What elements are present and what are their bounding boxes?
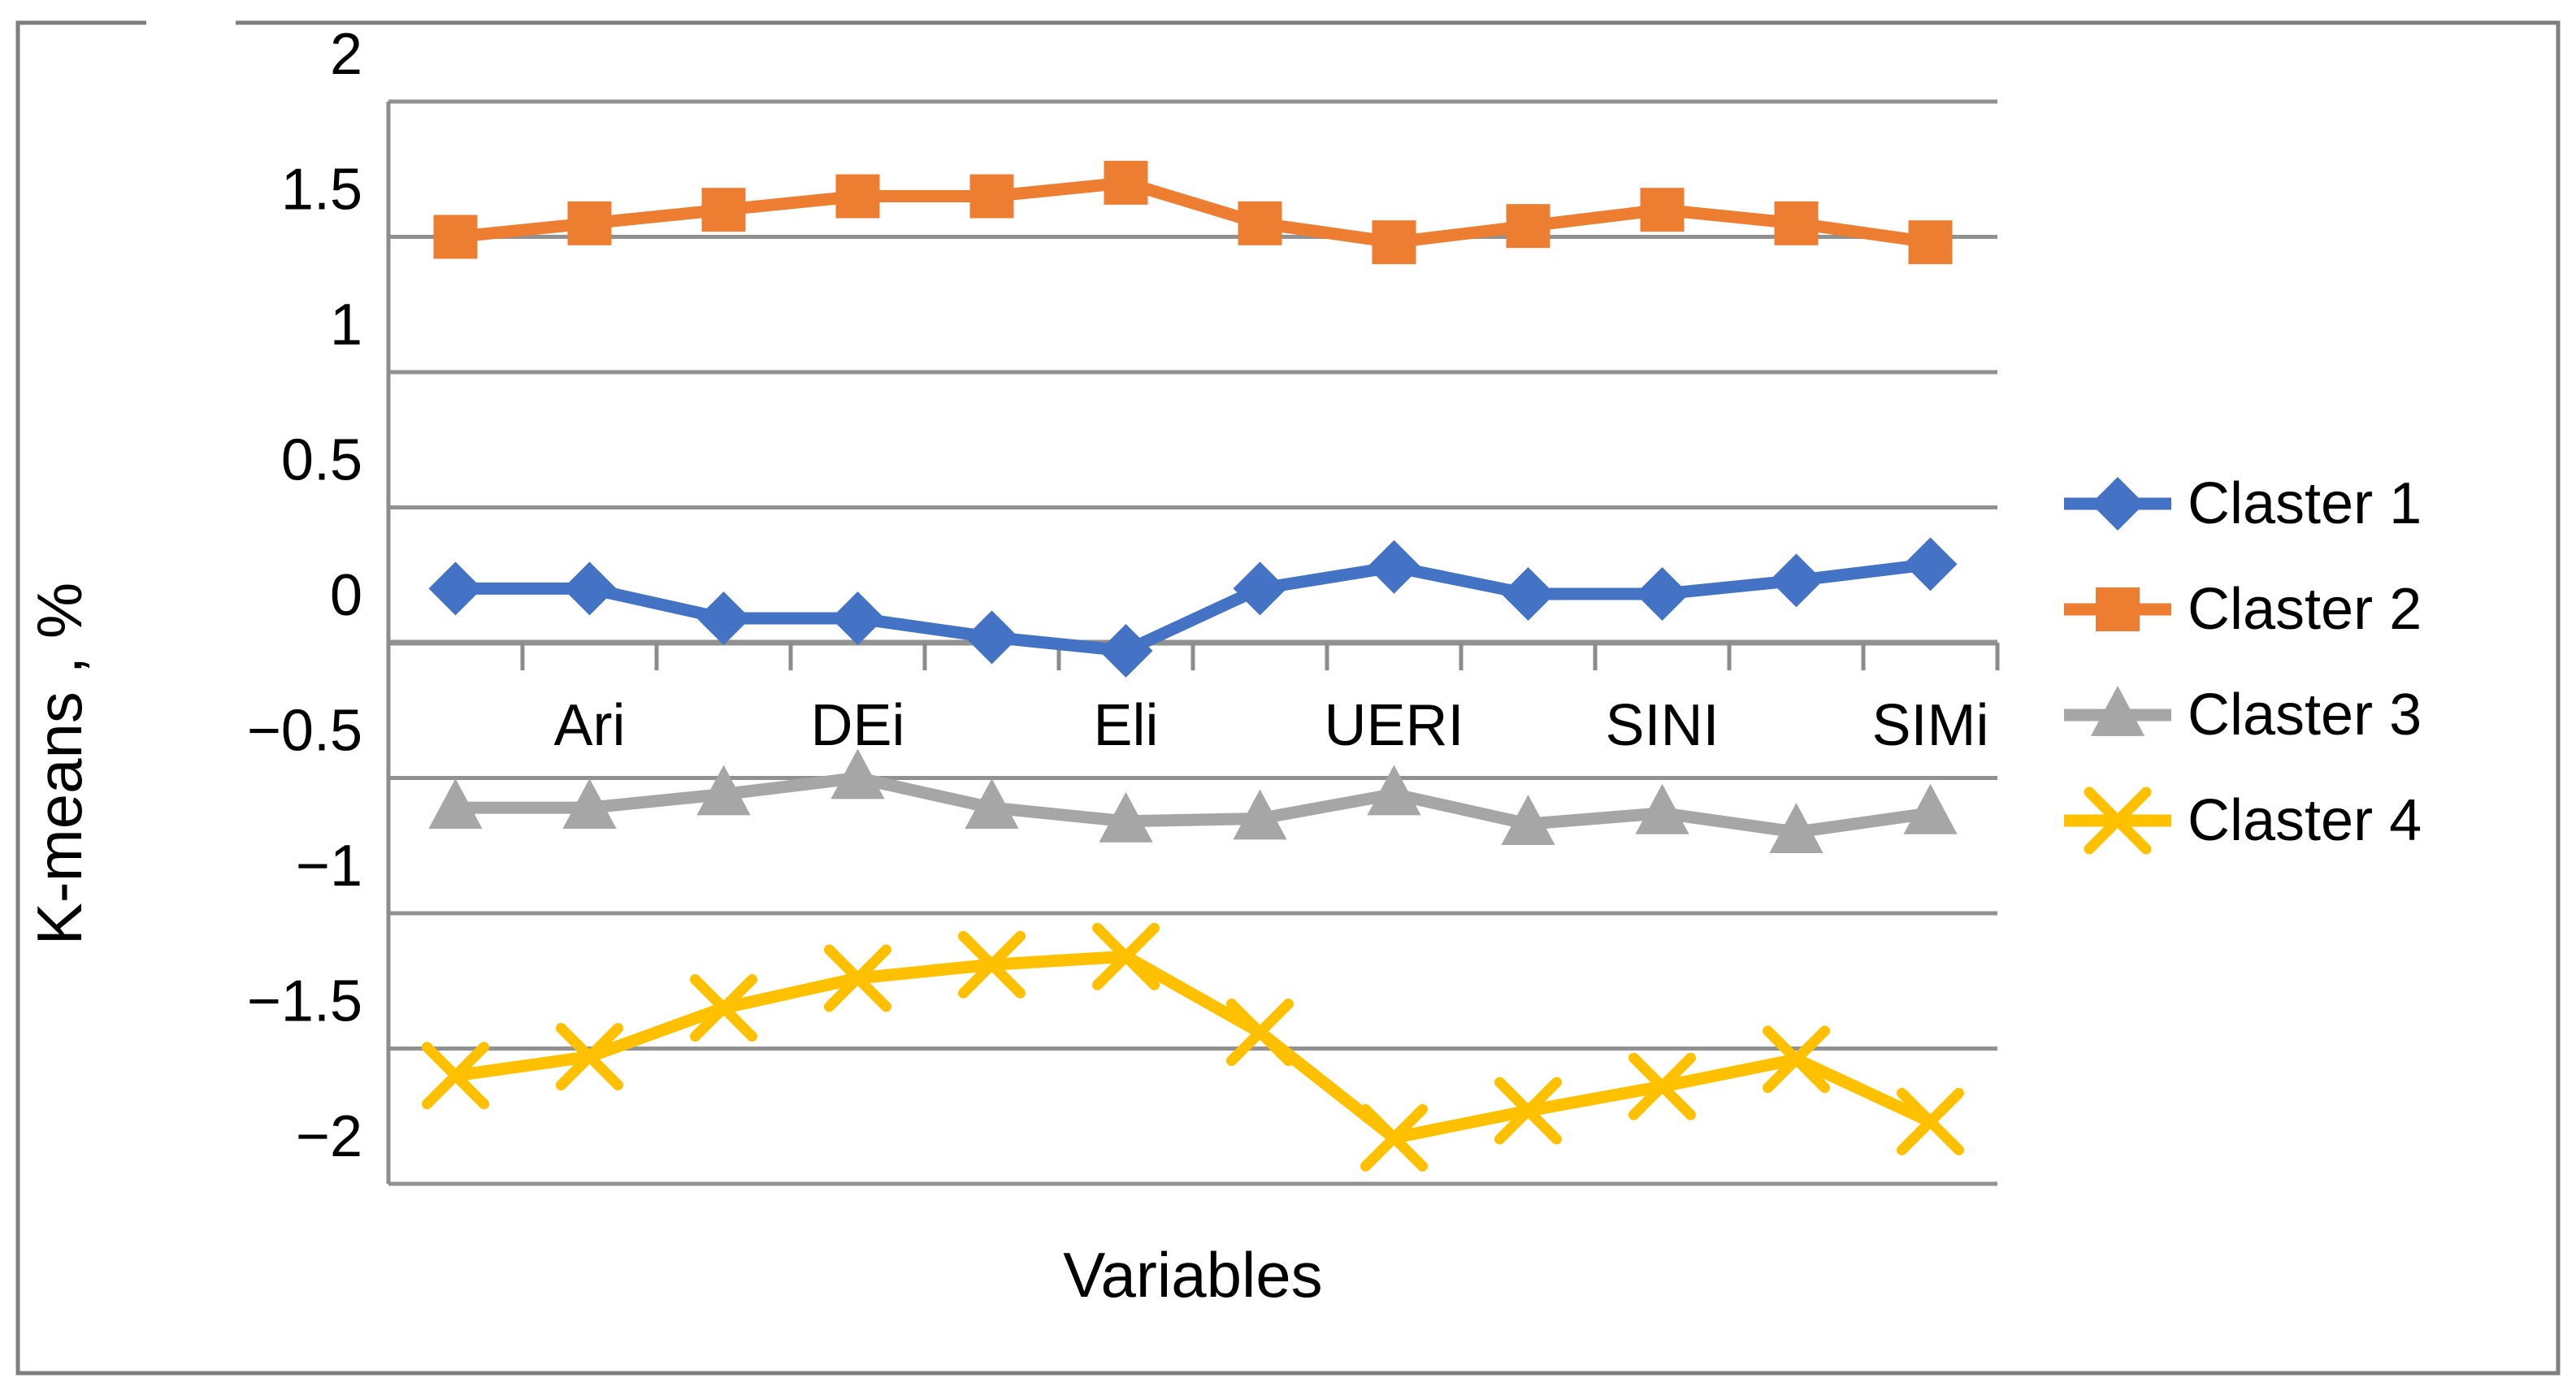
square-marker (969, 174, 1014, 219)
legend-label: Claster 1 (2188, 471, 2422, 536)
legend-item: Claster 1 (2064, 471, 2422, 536)
y-tick-label: −0.5 (247, 699, 362, 764)
square-marker (1908, 220, 1953, 265)
y-tick-label: 0.5 (281, 428, 362, 493)
x-category-label: Eli (1093, 693, 1158, 758)
diamond-marker (1099, 623, 1153, 678)
square-marker (1506, 204, 1550, 249)
x-marker (958, 930, 1026, 999)
square-marker (835, 174, 880, 219)
x-marker (1628, 1052, 1696, 1120)
x-category-label: SIMi (1872, 693, 1989, 758)
x-marker (1897, 1087, 1964, 1155)
triangle-marker (965, 778, 1019, 830)
triangle-marker (1099, 791, 1153, 843)
y-axis-title: K-means , % (24, 583, 95, 945)
x-marker (824, 944, 891, 1012)
legend: Claster 1 Claster 2 Claster 3 Claster 4 (2064, 471, 2422, 855)
series-claster-4 (422, 922, 1964, 1172)
diamond-marker (1501, 567, 1555, 622)
diamond-marker (830, 592, 885, 646)
x-marker (1494, 1077, 1562, 1145)
triangle-marker (1233, 789, 1287, 840)
x-axis-title: Variables (1063, 1239, 1322, 1311)
diamond-marker (2091, 477, 2144, 531)
x-marker (2084, 786, 2152, 855)
diamond-marker (1367, 540, 1421, 594)
x-marker (1763, 1025, 1830, 1094)
x-category-label: Ari (554, 693, 626, 758)
series-claster-1 (428, 537, 1958, 678)
triangle-marker (562, 778, 617, 830)
square-marker (1104, 160, 1148, 205)
diamond-marker (1769, 553, 1824, 608)
legend-item: Claster 2 (2064, 577, 2422, 642)
y-tick-label: 1 (330, 292, 362, 358)
x-marker (1226, 999, 1294, 1067)
diamond-marker (1233, 561, 1287, 616)
x-marker (422, 1042, 489, 1110)
legend-label: Claster 3 (2188, 682, 2422, 748)
y-tick-label: 1.5 (281, 158, 362, 223)
label-background (146, 20, 236, 86)
triangle-marker (696, 765, 751, 816)
x-marker (690, 974, 757, 1042)
triangle-marker (1903, 783, 1958, 834)
diamond-marker (562, 561, 617, 616)
y-tick-label: −1 (296, 834, 362, 899)
triangle-marker (830, 748, 885, 800)
series-claster-3 (428, 748, 1958, 854)
triangle-marker (1501, 795, 1555, 846)
x-marker (1360, 1103, 1428, 1172)
triangle-marker (1769, 803, 1824, 854)
x-category-label: UERI (1324, 693, 1464, 758)
square-marker (701, 188, 746, 232)
legend-label: Claster 2 (2188, 577, 2422, 642)
diamond-marker (696, 592, 751, 646)
series-line (454, 176, 1932, 249)
square-marker (567, 201, 612, 245)
diamond-marker (1903, 537, 1958, 592)
x-marker (1092, 922, 1160, 990)
legend-item: Claster 4 (2064, 786, 2422, 855)
triangle-marker (1367, 765, 1421, 816)
square-marker (2096, 587, 2140, 631)
legend-item: Claster 3 (2064, 682, 2422, 748)
series-line (455, 557, 1932, 657)
legend-label: Claster 4 (2188, 788, 2422, 853)
square-marker (1774, 201, 1819, 245)
diamond-marker (1635, 567, 1689, 622)
series-line (455, 772, 1932, 838)
triangle-marker (2090, 686, 2145, 736)
x-marker (556, 1022, 623, 1090)
x-category-label: DEi (810, 693, 904, 758)
series-claster-2 (433, 160, 1953, 265)
y-tick-label: −2 (296, 1104, 362, 1169)
triangle-marker (1635, 783, 1689, 834)
square-marker (433, 214, 478, 259)
square-marker (1372, 220, 1416, 265)
triangle-marker (428, 778, 483, 830)
figure-border (15, 20, 2561, 1376)
square-marker (1238, 201, 1282, 245)
series-line (454, 950, 1933, 1144)
y-tick-label: −1.5 (247, 969, 362, 1034)
square-marker (1640, 188, 1685, 232)
diamond-marker (428, 561, 483, 616)
y-tick-label: 0 (330, 563, 362, 628)
diamond-marker (965, 610, 1019, 665)
y-tick-label: 2 (330, 22, 362, 87)
x-category-label: SINI (1605, 693, 1719, 758)
